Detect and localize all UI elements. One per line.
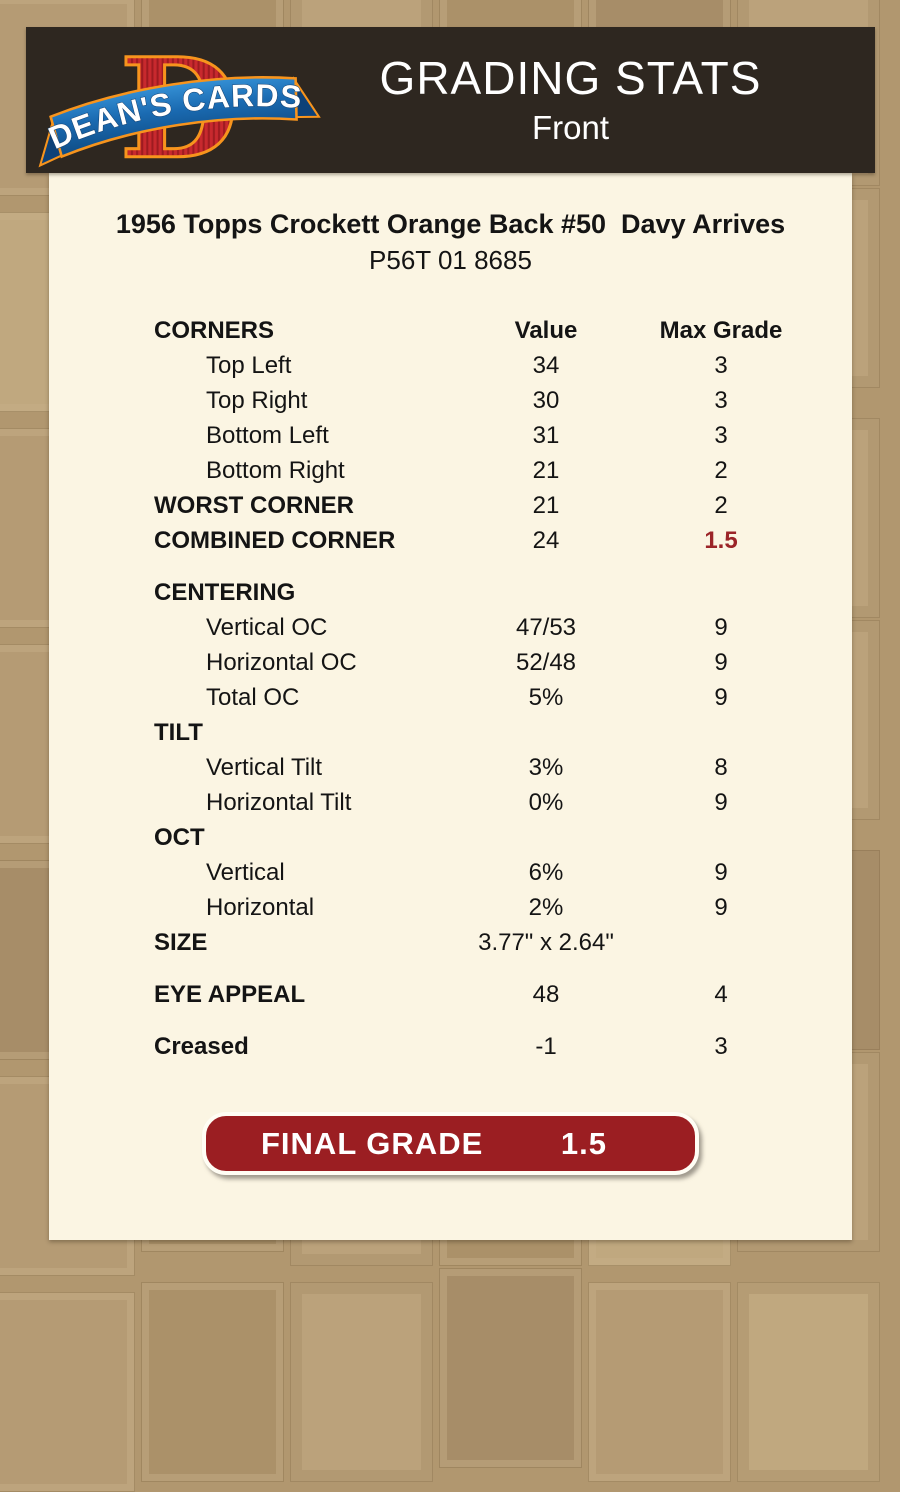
row-value: 52/48 [515,649,577,676]
table-row: Top Left 34 3 [49,348,852,383]
deans-cards-logo: D DEAN'S CARDS [38,27,321,191]
table-row: Bottom Right 21 2 [49,453,852,488]
table-row: CENTERING [49,575,852,610]
table-row: Vertical OC 47/53 9 [49,610,852,645]
row-max-grade [646,575,796,610]
row-label: Horizontal Tilt [206,789,352,816]
card-thumbnail [737,1282,880,1482]
row-value: 21 [532,492,560,519]
row-value: 2% [528,894,564,921]
row-max-grade [646,925,796,960]
column-header-value: Value [514,317,578,344]
row-label: Top Left [206,352,292,379]
row-value: 6% [528,859,564,886]
section-label-centering: CENTERING [154,579,296,606]
row-value [446,820,646,855]
table-row: Horizontal OC 52/48 9 [49,645,852,680]
table-row: TILT [49,715,852,750]
final-grade-badge: FINAL GRADE 1.5 [202,1112,699,1175]
row-max-grade: 9 [714,894,728,921]
row-label: Bottom Left [206,422,329,449]
grading-table: CORNERS Value Max Grade Top Left 34 3 To… [49,313,852,1064]
table-row: Bottom Left 31 3 [49,418,852,453]
row-value: 24 [532,527,560,554]
header-bar: D DEAN'S CARDS GRADING STATS Front [26,27,875,191]
row-value: -1 [535,1033,557,1060]
row-max-grade: 9 [714,859,728,886]
row-max-grade: 3 [714,352,728,379]
row-max-grade: 3 [714,1033,728,1060]
row-label-eye-appeal: EYE APPEAL [154,981,306,1008]
header-titles: GRADING STATS Front [306,27,835,173]
grading-report-panel: 1956 Topps Crockett Orange Back #50 Davy… [49,173,852,1240]
section-label-size: SIZE [154,929,208,956]
row-value [446,575,646,610]
row-label-creased: Creased [154,1033,249,1060]
page-title: GRADING STATS [379,52,762,104]
row-value: 31 [532,422,560,449]
row-value: 0% [528,789,564,816]
row-label: Vertical [206,859,285,886]
row-max-grade: 3 [714,422,728,449]
row-value: 21 [532,457,560,484]
row-label: Vertical OC [206,614,328,641]
row-max-grade: 9 [714,649,728,676]
card-serial-number: P56T 01 8685 [369,245,532,275]
row-value: 34 [532,352,560,379]
table-row: EYE APPEAL 48 4 [49,977,852,1012]
card-thumbnail [0,1292,135,1492]
card-title: 1956 Topps Crockett Orange Back #50 Davy… [115,209,786,239]
row-max-grade: 9 [714,684,728,711]
final-grade-value: 1.5 [560,1125,607,1161]
row-label: Horizontal OC [206,649,357,676]
row-max-grade: 9 [714,789,728,816]
card-thumbnail [290,1282,433,1482]
row-label: Total OC [206,684,300,711]
table-row: SIZE 3.77" x 2.64" [49,925,852,960]
row-label-worst-corner: WORST CORNER [154,492,354,519]
column-header-max-grade: Max Grade [659,317,783,344]
table-row: COMBINED CORNER 24 1.5 [49,523,852,558]
row-label: Bottom Right [206,457,345,484]
row-value: 3% [528,754,564,781]
row-label-combined-corner: COMBINED CORNER [154,527,396,554]
table-row: Creased -1 3 [49,1029,852,1064]
table-row: Total OC 5% 9 [49,680,852,715]
table-row: Vertical 6% 9 [49,855,852,890]
section-label-tilt: TILT [154,719,203,746]
card-thumbnail [439,1268,582,1468]
row-value: 47/53 [515,614,577,641]
row-label: Vertical Tilt [206,754,323,781]
row-max-grade: 8 [714,754,728,781]
row-label: Top Right [206,387,308,414]
table-row: OCT [49,820,852,855]
row-max-grade: 9 [714,614,728,641]
table-row: Vertical Tilt 3% 8 [49,750,852,785]
row-max-grade: 2 [714,492,728,519]
table-row: WORST CORNER 21 2 [49,488,852,523]
row-value: 5% [528,684,564,711]
table-row: Top Right 30 3 [49,383,852,418]
row-max-grade: 4 [714,981,728,1008]
row-value [446,715,646,750]
table-row: Horizontal 2% 9 [49,890,852,925]
row-value-size: 3.77" x 2.64" [478,929,614,956]
section-label-oct: OCT [154,824,205,851]
page-subtitle: Front [531,109,610,146]
card-thumbnail [141,1282,284,1482]
table-header-row: CORNERS Value Max Grade [49,313,852,348]
table-row: Horizontal Tilt 0% 9 [49,785,852,820]
row-max-grade: 2 [714,457,728,484]
row-max-grade: 3 [714,387,728,414]
section-label-corners: CORNERS [154,317,275,344]
row-max-grade [646,820,796,855]
final-grade-label: FINAL GRADE [261,1125,484,1161]
row-label: Horizontal [206,894,315,921]
row-value: 48 [532,981,560,1008]
card-thumbnail [588,1282,731,1482]
row-max-grade [646,715,796,750]
row-max-grade-highlight: 1.5 [704,527,738,554]
row-value: 30 [532,387,560,414]
